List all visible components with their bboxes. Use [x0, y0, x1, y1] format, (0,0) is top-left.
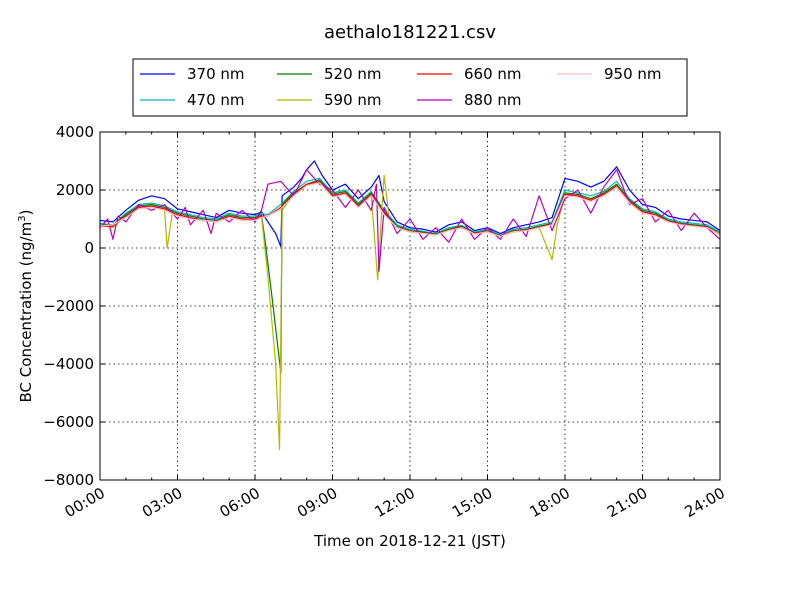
x-tick-label: 24:00	[682, 484, 728, 521]
y-tick-label: −2000	[43, 297, 94, 315]
y-tick-label: 2000	[56, 181, 94, 199]
x-tick-label: 12:00	[372, 484, 418, 521]
x-tick-label: 06:00	[217, 484, 263, 521]
y-tick-label: −6000	[43, 413, 94, 431]
x-axis-label: Time on 2018-12-21 (JST)	[313, 532, 506, 550]
legend-label: 950 nm	[604, 65, 662, 83]
chart-title: aethalo181221.csv	[324, 22, 496, 43]
legend-label: 470 nm	[187, 91, 245, 109]
y-axis-label-close: )	[17, 210, 35, 216]
x-tick-label: 18:00	[527, 484, 573, 521]
legend: 370 nm 470 nm 520 nm 590 nm 660 nm 880 nm 950 …	[133, 59, 687, 116]
legend-label: 660 nm	[464, 65, 522, 83]
x-tick-label: 15:00	[449, 484, 495, 521]
x-tick-label: 00:00	[62, 484, 108, 521]
y-tick-label: −8000	[43, 471, 94, 489]
y-tick-label: 4000	[56, 123, 94, 141]
x-tick-label: 09:00	[294, 484, 340, 521]
x-tick-label: 03:00	[139, 484, 185, 521]
legend-label: 370 nm	[187, 65, 245, 83]
legend-label: 520 nm	[324, 65, 382, 83]
x-tick-label: 21:00	[604, 484, 650, 521]
y-axis-label-main: BC Concentration (ng/m	[17, 222, 35, 403]
y-tick-label: −4000	[43, 355, 94, 373]
legend-label: 880 nm	[464, 91, 522, 109]
y-tick-label: 0	[84, 239, 94, 257]
y-axis-label: BC Concentration (ng/m3)	[17, 210, 35, 403]
legend-label: 590 nm	[324, 91, 382, 109]
